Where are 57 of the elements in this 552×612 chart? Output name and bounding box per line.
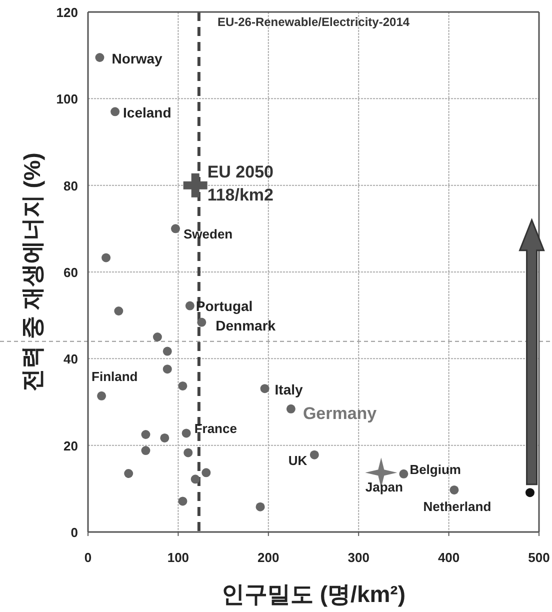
point <box>97 391 106 400</box>
point <box>182 428 191 438</box>
point <box>124 469 134 478</box>
point <box>197 318 206 327</box>
point <box>260 384 270 394</box>
point <box>450 485 459 494</box>
point <box>190 474 200 484</box>
x-tick-label: 400 <box>438 550 460 565</box>
annotation: EU 2050 118/km2 <box>207 162 274 204</box>
point <box>114 306 124 316</box>
annotation: UK <box>288 452 308 468</box>
point <box>152 332 162 342</box>
point <box>185 301 194 310</box>
point <box>170 224 180 234</box>
point <box>162 346 172 356</box>
point <box>178 381 188 390</box>
point <box>95 53 104 62</box>
x-tick-label: 300 <box>348 550 370 565</box>
y-tick-label: 20 <box>64 438 78 454</box>
annotation: Italy <box>274 382 304 398</box>
point <box>141 430 150 439</box>
annotation: Netherland <box>423 498 492 514</box>
point <box>310 450 319 460</box>
x-tick-label: 0 <box>84 550 92 565</box>
point <box>202 468 211 478</box>
point <box>399 469 408 478</box>
annotation: Sweden <box>183 226 233 242</box>
y-tick-label: 60 <box>64 265 78 280</box>
x-tick-label: 200 <box>258 550 280 565</box>
point <box>141 446 150 456</box>
annotation: Japan <box>365 480 403 495</box>
point <box>160 433 170 442</box>
annotation: France <box>194 421 237 436</box>
annotation: Denmark <box>216 317 276 334</box>
point <box>184 448 193 458</box>
annotation: Belgium <box>410 462 461 477</box>
annotation: Portugal <box>196 298 253 314</box>
y-axis-title: 전력 중 재생에너지 (%) <box>19 152 45 392</box>
point <box>162 364 172 374</box>
point <box>110 107 120 116</box>
y-tick-label: 80 <box>64 178 78 194</box>
point <box>256 502 265 512</box>
point <box>102 253 111 262</box>
x-tick-label: 500 <box>528 550 550 565</box>
annotation: Germany <box>302 404 378 423</box>
chart-title: EU-26-Renewable/Electricity-2014 <box>217 15 410 29</box>
x-axis-title: 인구밀도 (명/km²) <box>222 581 406 607</box>
y-tick-label: 100 <box>56 92 78 107</box>
x-tick-label: 100 <box>167 550 190 565</box>
annotation: Iceland <box>123 104 172 121</box>
y-tick-label: 40 <box>64 352 78 367</box>
annotation: Finland <box>92 368 138 384</box>
y-tick-label: 120 <box>56 5 78 20</box>
annotation: Norway <box>112 50 163 66</box>
point <box>286 404 296 414</box>
point <box>178 496 188 506</box>
y-tick-label: 0 <box>70 525 78 540</box>
